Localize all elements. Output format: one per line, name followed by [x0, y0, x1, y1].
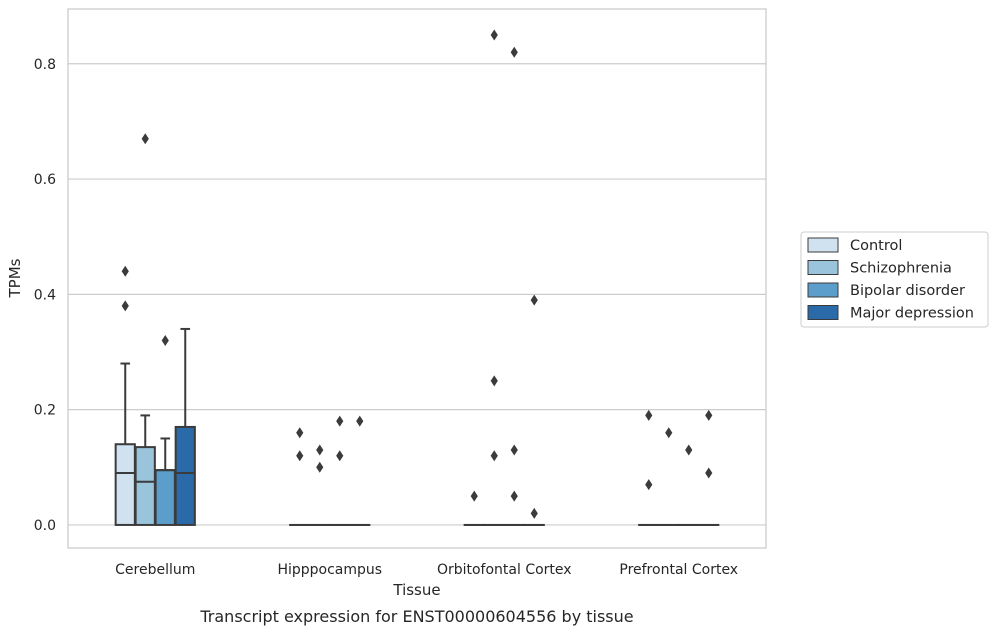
box [136, 447, 155, 525]
box-group [505, 47, 524, 525]
outlier-point [511, 491, 518, 502]
outlier-point [162, 335, 169, 346]
outlier-point [511, 445, 518, 456]
box-group [330, 416, 349, 525]
legend-label: Schizophrenia [850, 261, 952, 277]
box [156, 470, 175, 525]
gridlines [68, 64, 766, 525]
y-tick-label: 0.2 [34, 403, 56, 419]
legend-swatch [808, 283, 838, 297]
box-group [350, 416, 369, 525]
outlier-point [356, 416, 363, 427]
legend-swatch [808, 238, 838, 252]
outlier-point [336, 416, 343, 427]
x-tick-labels: Cerebellum Hipppocampus Orbitofontal Corte… [115, 562, 738, 578]
outlier-point [511, 47, 518, 58]
box-group [156, 335, 175, 525]
chart-title: Transcript expression for ENST0000060455… [199, 607, 633, 626]
outlier-point [491, 450, 498, 461]
outlier-point [296, 427, 303, 438]
outlier-point [471, 491, 478, 502]
box-group [699, 410, 718, 525]
outlier-point [531, 295, 538, 306]
outlier-point [645, 410, 652, 421]
box-group [116, 266, 135, 525]
y-tick-labels: 0.0 0.2 0.4 0.6 0.8 [34, 57, 56, 534]
legend-label: Bipolar disorder [850, 283, 965, 299]
box-group [465, 491, 484, 525]
outlier-point [296, 450, 303, 461]
x-tick-label: Prefrontal Cortex [619, 562, 738, 578]
outlier-point [665, 427, 672, 438]
outlier-point [705, 468, 712, 479]
outlier-point [316, 462, 323, 473]
legend-swatch [808, 306, 838, 320]
outlier-point [316, 445, 323, 456]
outlier-point [531, 508, 538, 519]
box-group [136, 133, 155, 525]
box-group [639, 410, 658, 525]
x-tick-label: Cerebellum [115, 562, 195, 578]
box-group [176, 329, 195, 525]
box-group [290, 427, 309, 525]
plot-area-frame [68, 9, 766, 548]
box-group [485, 29, 504, 525]
outlier-point [122, 300, 129, 311]
outlier-point [142, 133, 149, 144]
box-group [659, 427, 678, 525]
legend-swatch [808, 261, 838, 275]
legend-label: Major depression [850, 306, 974, 322]
outlier-point [705, 410, 712, 421]
data-layer [116, 29, 719, 525]
legend-label: Control [850, 238, 902, 254]
x-tick-label: Hipppocampus [277, 562, 382, 578]
outlier-point [645, 479, 652, 490]
box [176, 427, 195, 525]
x-tick-label: Orbitofontal Cortex [437, 562, 572, 578]
box-group [310, 445, 329, 525]
y-tick-label: 0.0 [34, 518, 56, 534]
x-axis-label: Tissue [392, 581, 440, 599]
outlier-point [336, 450, 343, 461]
box [116, 444, 135, 525]
y-tick-label: 0.6 [34, 172, 56, 188]
y-tick-label: 0.4 [34, 287, 56, 303]
y-axis-label: TPMs [6, 258, 24, 298]
y-tick-label: 0.8 [34, 57, 56, 73]
box-group [679, 445, 698, 525]
outlier-point [122, 266, 129, 277]
outlier-point [491, 375, 498, 386]
outlier-point [491, 29, 498, 40]
outlier-point [685, 445, 692, 456]
legend: Control Schizophrenia Bipolar disorder Majo… [801, 232, 988, 327]
